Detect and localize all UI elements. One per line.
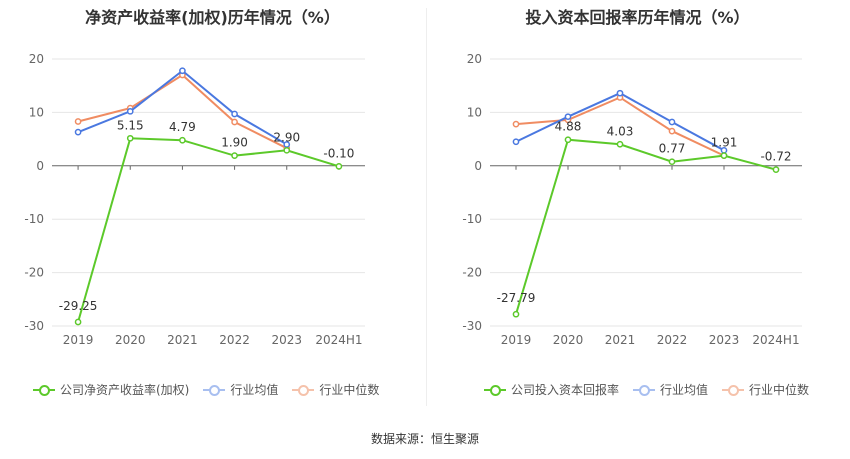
y-tick-label: 0 bbox=[474, 159, 482, 173]
data-point bbox=[616, 140, 624, 148]
data-source-note: 数据来源：恒生聚源 bbox=[370, 432, 479, 446]
data-point bbox=[231, 110, 238, 118]
legend-company-line-icon bbox=[33, 384, 55, 396]
legend-item-company[interactable]: 公司净资产收益率(加权) bbox=[33, 381, 189, 398]
data-point bbox=[179, 67, 186, 75]
y-tick-label: -10 bbox=[462, 212, 482, 226]
legend-mean-line-icon bbox=[203, 384, 226, 396]
legend-median-line-icon bbox=[292, 384, 315, 396]
data-point bbox=[512, 138, 520, 146]
legend-company-line-icon bbox=[484, 384, 506, 396]
x-tick-label: 2019 bbox=[501, 333, 532, 347]
data-label: 4.03 bbox=[607, 124, 634, 138]
y-tick-label: -20 bbox=[462, 266, 482, 280]
data-point bbox=[283, 146, 291, 154]
data-label: 1.91 bbox=[711, 136, 738, 150]
x-tick-label: 2021 bbox=[167, 333, 198, 347]
data-label: 4.79 bbox=[169, 120, 196, 134]
data-point bbox=[179, 136, 186, 144]
y-tick-label: -30 bbox=[462, 319, 482, 333]
data-point bbox=[616, 89, 624, 97]
legend-label: 行业中位数 bbox=[319, 383, 380, 397]
left-chart-plot: 20 10 0 -10 -20 -30 2019 2020 2021 2022 2023 2024H1… bbox=[24, 52, 365, 347]
data-label: -0.72 bbox=[760, 150, 791, 164]
right-chart-title: 投入资本回报率历年情况（%） bbox=[525, 8, 750, 27]
data-point bbox=[512, 120, 520, 128]
y-tick-label: -20 bbox=[24, 266, 44, 280]
right-chart-legend: 公司投入资本回报率 行业均值 行业中位数 bbox=[484, 381, 809, 398]
x-tick-label: 2019 bbox=[63, 333, 94, 347]
data-point bbox=[772, 166, 780, 173]
legend-item-industry-mean[interactable]: 行业均值 bbox=[203, 381, 278, 398]
legend-label: 行业均值 bbox=[230, 383, 279, 397]
y-tick-label: 10 bbox=[29, 105, 44, 119]
x-tick-label: 2023 bbox=[709, 333, 740, 347]
y-tick-label: 10 bbox=[467, 105, 482, 119]
series-line bbox=[515, 138, 777, 315]
legend-label: 公司投入资本回报率 bbox=[511, 383, 620, 397]
data-point bbox=[231, 118, 238, 126]
y-tick-label: 0 bbox=[36, 159, 44, 173]
x-tick-label: 2024H1 bbox=[752, 333, 799, 347]
legend-label: 行业中位数 bbox=[749, 383, 810, 397]
legend-label: 公司净资产收益率(加权) bbox=[60, 383, 190, 397]
data-label: 2.90 bbox=[273, 130, 300, 144]
data-point bbox=[231, 152, 238, 160]
x-tick-label: 2023 bbox=[271, 333, 302, 347]
data-label: 1.90 bbox=[221, 136, 248, 150]
data-point bbox=[74, 118, 82, 125]
y-tick-label: 20 bbox=[29, 52, 44, 66]
x-tick-label: 2022 bbox=[657, 333, 688, 347]
legend-item-industry-median[interactable]: 行业中位数 bbox=[722, 381, 809, 398]
data-label: 5.15 bbox=[117, 118, 144, 132]
legend-item-industry-mean[interactable]: 行业均值 bbox=[633, 381, 708, 398]
left-chart-legend: 公司净资产收益率(加权) 行业均值 行业中位数 bbox=[33, 381, 379, 398]
data-point bbox=[668, 127, 676, 135]
data-point bbox=[512, 310, 520, 318]
data-point bbox=[126, 107, 134, 115]
data-point bbox=[564, 113, 572, 121]
right-chart-plot: 20 10 0 -10 -20 -30 2019 2020 2021 2022 2023 2024H1… bbox=[462, 52, 802, 347]
data-label: 4.88 bbox=[555, 120, 582, 134]
x-tick-label: 2021 bbox=[605, 333, 636, 347]
y-tick-label: 20 bbox=[467, 52, 482, 66]
legend-item-industry-median[interactable]: 行业中位数 bbox=[292, 381, 379, 398]
legend-median-line-icon bbox=[722, 384, 745, 396]
data-point bbox=[74, 318, 82, 326]
x-tick-label: 2020 bbox=[115, 333, 146, 347]
data-label: 0.77 bbox=[659, 142, 686, 156]
data-point bbox=[126, 134, 134, 142]
legend-item-company[interactable]: 公司投入资本回报率 bbox=[484, 381, 619, 398]
data-point bbox=[720, 152, 728, 159]
x-tick-label: 2022 bbox=[219, 333, 250, 347]
data-label: -27.79 bbox=[497, 291, 536, 305]
data-point bbox=[668, 118, 676, 126]
legend-mean-line-icon bbox=[633, 384, 656, 396]
legend-label: 行业均值 bbox=[660, 383, 709, 397]
data-point bbox=[74, 128, 82, 136]
data-point bbox=[335, 162, 343, 170]
x-tick-label: 2020 bbox=[553, 333, 584, 347]
y-tick-label: -30 bbox=[24, 319, 44, 333]
series-line bbox=[77, 137, 340, 323]
panel-divider bbox=[426, 8, 427, 406]
y-tick-label: -10 bbox=[24, 212, 44, 226]
data-point bbox=[564, 136, 572, 144]
data-point bbox=[668, 158, 676, 166]
data-label: -0.10 bbox=[323, 146, 354, 160]
x-tick-label: 2024H1 bbox=[315, 333, 362, 347]
left-chart-title: 净资产收益率(加权)历年情况（%） bbox=[85, 8, 340, 27]
data-label: -29.25 bbox=[59, 299, 98, 313]
